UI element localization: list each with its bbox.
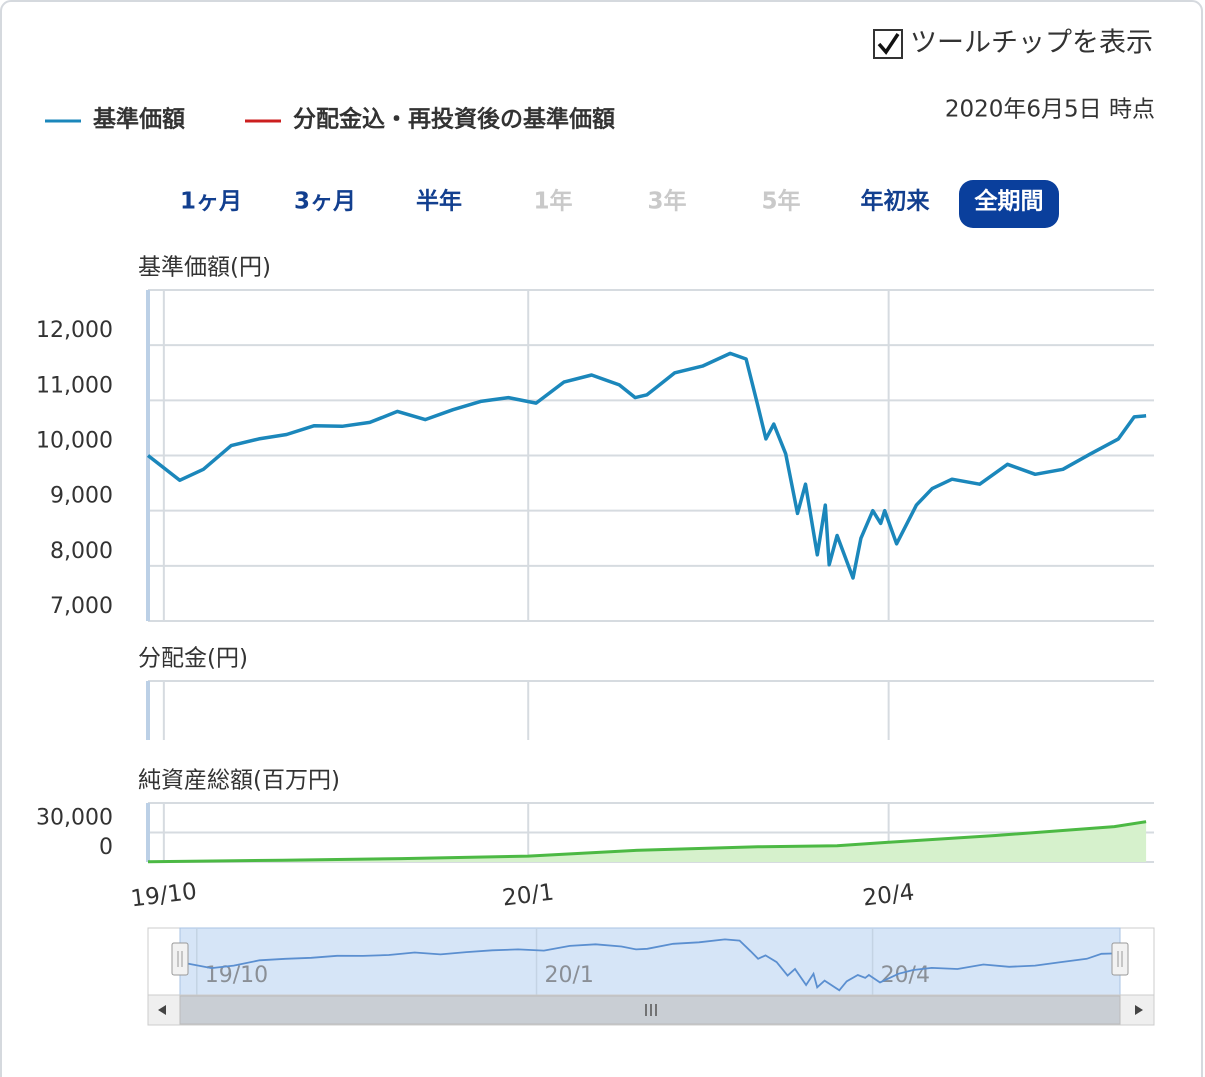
range-button-label: 1ヶ月: [180, 189, 242, 215]
chart-title: 分配金(円): [138, 646, 248, 672]
range-button: 3年: [647, 188, 686, 215]
asset-area: [148, 821, 1147, 862]
handle-body: [171, 942, 189, 976]
handle-body: [1111, 942, 1129, 976]
y-tick-label: 7,000: [50, 594, 113, 619]
range-button-label: 全期間: [974, 188, 1044, 215]
range-button: 5年: [761, 188, 800, 215]
range-button-label: 3年: [647, 188, 686, 215]
range-button[interactable]: 全期間: [959, 180, 1059, 228]
range-button[interactable]: 1ヶ月: [180, 189, 242, 215]
range-button: 1年: [533, 188, 572, 215]
x-tick-label: 20/1: [501, 879, 555, 911]
range-button-bg: [959, 180, 1059, 228]
chart-title: 基準価額(円): [138, 255, 271, 281]
y-tick-label: 8,000: [50, 539, 113, 564]
legend-label: 分配金込・再投資後の基準価額: [293, 106, 615, 133]
navigator-selection: [179, 927, 1121, 996]
range-button[interactable]: 半年: [416, 188, 462, 215]
tooltip-checkbox[interactable]: ツールチップを表示: [873, 28, 1153, 59]
navigator-handle[interactable]: [1111, 942, 1129, 976]
range-button-label: 3ヶ月: [294, 189, 356, 215]
navigator-handle[interactable]: [171, 942, 189, 976]
x-tick-label: 20/4: [861, 879, 915, 911]
y-tick-label: 30,000: [36, 806, 113, 831]
plot-left-edge: [146, 803, 150, 862]
price-line: [146, 351, 1147, 580]
plot-left-edge: [146, 681, 150, 740]
y-tick-label: 9,000: [50, 484, 113, 509]
thumb-body: [179, 995, 1121, 1025]
range-button[interactable]: 3ヶ月: [294, 189, 356, 215]
scroll-right[interactable]: [1135, 1005, 1143, 1015]
asset-line: [147, 820, 1147, 864]
y-tick-label: 11,000: [36, 373, 113, 398]
y-tick-label: 10,000: [36, 429, 113, 454]
scrollbar-thumb[interactable]: [179, 995, 1121, 1025]
arrow-left: [158, 1005, 166, 1015]
arrow-right: [1135, 1005, 1143, 1015]
range-button-label: 1年: [533, 188, 572, 215]
range-button[interactable]: 年初来: [861, 188, 931, 215]
checkbox-check: [877, 33, 900, 55]
navigator-tick-label: 20/1: [545, 963, 594, 988]
range-button-label: 年初来: [861, 188, 931, 215]
navigator-tick-label: 19/10: [205, 963, 268, 988]
range-button-label: 5年: [761, 188, 800, 215]
navigator-line: [181, 938, 1113, 992]
navigator-tick-label: 20/4: [881, 963, 930, 988]
as-of-date: 2020年6月5日 時点: [945, 97, 1155, 123]
scroll-left[interactable]: [158, 1005, 166, 1015]
chart-title: 純資産総額(百万円): [138, 768, 340, 794]
range-button-label: 半年: [416, 188, 462, 215]
checkbox-label: ツールチップを表示: [910, 28, 1153, 59]
y-tick-label: 12,000: [36, 318, 113, 343]
legend-label: 基準価額: [93, 106, 185, 133]
y-tick-label: 0: [99, 835, 113, 860]
